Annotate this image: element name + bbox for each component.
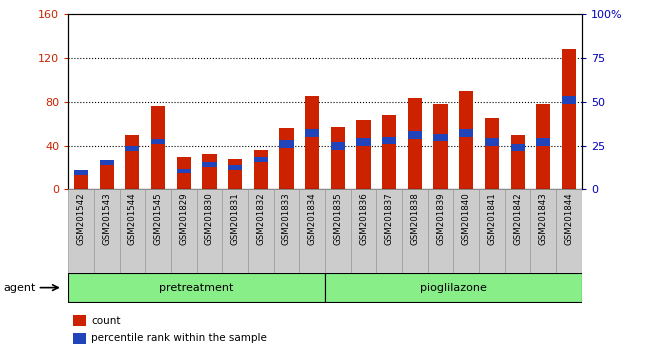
Bar <box>485 138 499 145</box>
Text: pioglilazone: pioglilazone <box>420 282 487 293</box>
FancyBboxPatch shape <box>479 189 505 273</box>
Bar <box>434 133 448 141</box>
FancyBboxPatch shape <box>556 189 582 273</box>
FancyBboxPatch shape <box>171 189 196 273</box>
Bar <box>151 139 165 144</box>
Bar <box>510 135 525 189</box>
Bar <box>280 128 294 189</box>
Text: agent: agent <box>3 282 36 293</box>
Text: GSM201832: GSM201832 <box>256 192 265 245</box>
Bar <box>331 127 345 189</box>
Bar <box>510 144 525 151</box>
Text: GSM201835: GSM201835 <box>333 192 343 245</box>
Bar <box>125 135 140 189</box>
Text: GSM201833: GSM201833 <box>282 192 291 245</box>
FancyBboxPatch shape <box>146 189 171 273</box>
Text: GSM201841: GSM201841 <box>488 192 497 245</box>
Text: GSM201837: GSM201837 <box>385 192 394 245</box>
FancyBboxPatch shape <box>325 189 351 273</box>
Text: GSM201838: GSM201838 <box>410 192 419 245</box>
FancyBboxPatch shape <box>376 189 402 273</box>
FancyBboxPatch shape <box>530 189 556 273</box>
Text: percentile rank within the sample: percentile rank within the sample <box>92 333 267 343</box>
Bar <box>202 154 216 189</box>
Bar <box>73 333 86 344</box>
Bar <box>356 138 370 145</box>
Bar <box>356 120 370 189</box>
Bar <box>331 142 345 150</box>
Bar <box>74 170 88 175</box>
Bar <box>125 145 140 151</box>
Text: GSM201543: GSM201543 <box>102 192 111 245</box>
Bar <box>99 161 114 189</box>
Bar <box>151 106 165 189</box>
Bar <box>459 91 473 189</box>
Bar <box>434 104 448 189</box>
Bar <box>254 156 268 162</box>
Bar <box>459 129 473 137</box>
Bar <box>562 96 576 104</box>
Bar <box>408 98 422 189</box>
Bar <box>408 131 422 139</box>
Text: GSM201842: GSM201842 <box>513 192 522 245</box>
FancyBboxPatch shape <box>248 189 274 273</box>
FancyBboxPatch shape <box>196 189 222 273</box>
Bar <box>305 129 319 137</box>
Text: count: count <box>92 316 121 326</box>
Bar <box>73 315 86 326</box>
Text: GSM201831: GSM201831 <box>231 192 240 245</box>
Text: GSM201829: GSM201829 <box>179 192 188 245</box>
Text: GSM201834: GSM201834 <box>307 192 317 245</box>
Text: GSM201843: GSM201843 <box>539 192 548 245</box>
Bar <box>325 273 582 302</box>
Bar <box>382 115 396 189</box>
FancyBboxPatch shape <box>222 189 248 273</box>
FancyBboxPatch shape <box>120 189 146 273</box>
Text: GSM201545: GSM201545 <box>153 192 162 245</box>
FancyBboxPatch shape <box>94 189 120 273</box>
Bar <box>382 137 396 144</box>
Bar <box>68 273 325 302</box>
Bar <box>485 118 499 189</box>
Text: GSM201830: GSM201830 <box>205 192 214 245</box>
Text: GSM201836: GSM201836 <box>359 192 368 245</box>
Bar <box>280 140 294 148</box>
Bar <box>536 104 551 189</box>
FancyBboxPatch shape <box>454 189 479 273</box>
FancyBboxPatch shape <box>428 189 454 273</box>
Bar <box>254 150 268 189</box>
FancyBboxPatch shape <box>351 189 376 273</box>
Text: GSM201840: GSM201840 <box>462 192 471 245</box>
Bar <box>305 96 319 189</box>
Bar <box>177 169 191 173</box>
FancyBboxPatch shape <box>68 189 94 273</box>
FancyBboxPatch shape <box>505 189 530 273</box>
Bar <box>177 156 191 189</box>
FancyBboxPatch shape <box>402 189 428 273</box>
Text: pretreatment: pretreatment <box>159 282 234 293</box>
Text: GSM201542: GSM201542 <box>77 192 86 245</box>
FancyBboxPatch shape <box>274 189 300 273</box>
Bar <box>202 162 216 167</box>
Bar <box>99 160 114 165</box>
Bar <box>74 173 88 189</box>
FancyBboxPatch shape <box>300 189 325 273</box>
Text: GSM201844: GSM201844 <box>564 192 573 245</box>
Bar <box>228 159 242 189</box>
Text: GSM201544: GSM201544 <box>128 192 137 245</box>
Bar <box>228 165 242 170</box>
Bar <box>536 138 551 145</box>
Bar <box>562 49 576 189</box>
Text: GSM201839: GSM201839 <box>436 192 445 245</box>
